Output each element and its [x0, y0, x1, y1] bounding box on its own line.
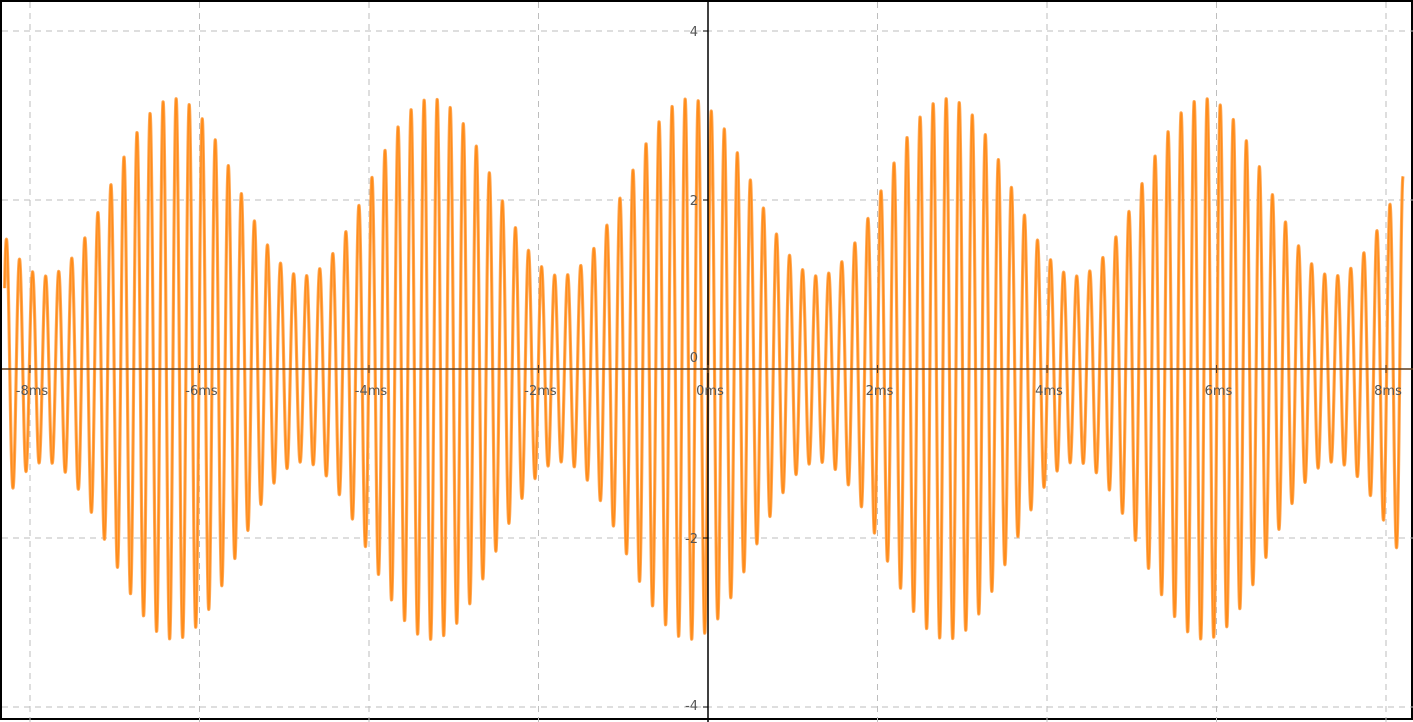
x-tick-label: 4ms — [1035, 384, 1063, 399]
x-tick-label: -6ms — [185, 384, 218, 399]
y-tick-label: -2 — [685, 532, 698, 547]
x-tick-label: 6ms — [1205, 384, 1233, 399]
series-layer — [2, 97, 1405, 641]
x-tick-label: -4ms — [355, 384, 388, 399]
tick-labels: -8ms -6ms -4ms -2ms 0ms 2ms 4ms 6ms 8ms -4 -2 0 2 4 — [16, 25, 1402, 714]
y-tick-label: 2 — [690, 194, 698, 209]
y-tick-label: 0 — [690, 351, 698, 366]
waveform-series — [3, 97, 1404, 641]
x-tick-label: 2ms — [866, 384, 894, 399]
y-tick-label: -4 — [685, 699, 698, 714]
x-tick-label: 0ms — [696, 384, 724, 399]
x-tick-label: -2ms — [524, 384, 557, 399]
x-tick-label: 8ms — [1374, 384, 1402, 399]
x-tick-label: -8ms — [16, 384, 49, 399]
y-tick-label: 4 — [690, 25, 698, 40]
